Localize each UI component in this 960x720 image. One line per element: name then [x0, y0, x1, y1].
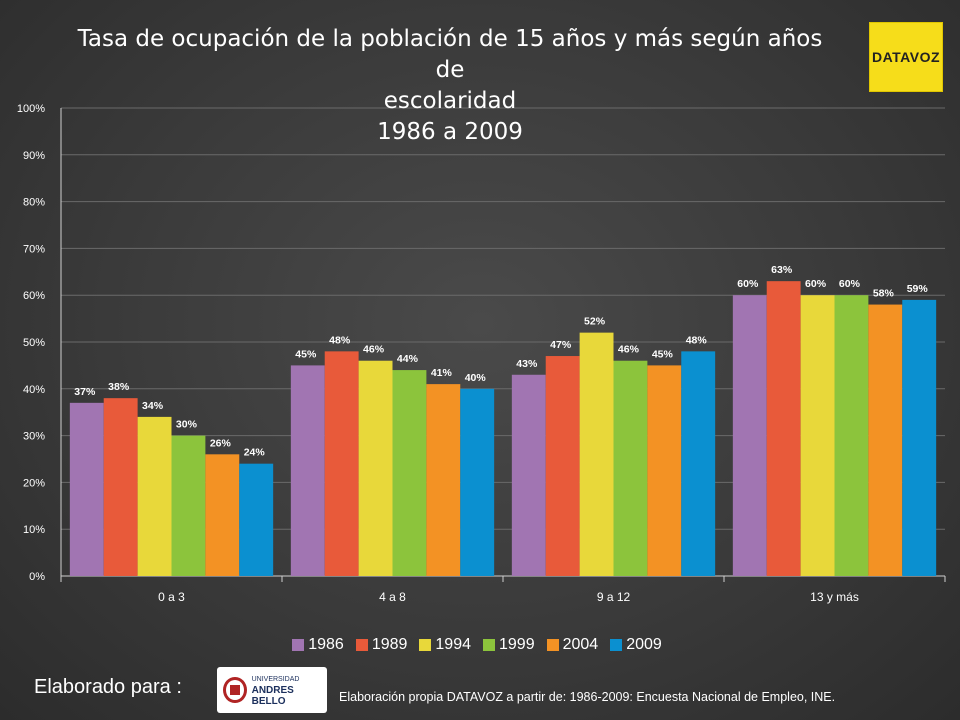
bar: [647, 365, 682, 576]
data-label: 60%: [737, 278, 759, 290]
data-label: 45%: [295, 348, 317, 360]
bar: [358, 360, 393, 576]
data-label: 38%: [108, 381, 130, 393]
bar: [545, 356, 580, 576]
data-label: 26%: [210, 437, 232, 449]
data-label: 41%: [431, 367, 453, 379]
bar: [868, 304, 903, 576]
legend-swatch: [419, 639, 432, 651]
y-tick-label: 100%: [17, 103, 45, 115]
y-tick-label: 90%: [23, 150, 45, 162]
source-note: Elaboración propia DATAVOZ a partir de: …: [339, 690, 836, 704]
bars: [69, 281, 937, 576]
legend-item: 1999: [483, 636, 535, 654]
data-label: 40%: [465, 372, 487, 384]
bar: [171, 435, 206, 576]
x-tick-label: 13 y más: [810, 590, 859, 604]
bar: [426, 384, 461, 576]
chart-title: Tasa de ocupación de la población de 15 …: [70, 24, 830, 148]
y-tick-label: 20%: [23, 477, 45, 489]
bar: [732, 295, 767, 576]
data-label: 37%: [74, 386, 96, 398]
unab-logo-small-text: UNIVERSIDAD: [251, 675, 300, 683]
y-tick-label: 60%: [23, 290, 45, 302]
legend-swatch: [483, 639, 495, 651]
data-label: 45%: [652, 348, 674, 360]
bar: [613, 360, 648, 576]
legend: 1986 1989 1994 1999 2004 2009: [0, 632, 960, 658]
data-label: 60%: [805, 278, 827, 290]
legend-label: 1999: [499, 636, 535, 653]
logo-text: DATAVOZ: [871, 49, 941, 65]
legend-swatch: [355, 639, 368, 651]
x-tick-label: 4 a 8: [379, 590, 406, 604]
legend-swatch: [610, 639, 623, 651]
unab-logo: UNIVERSIDAD ANDRES BELLO: [217, 667, 327, 713]
legend-label: 2004: [562, 636, 599, 653]
bar: [834, 295, 869, 576]
data-label: 44%: [397, 353, 419, 365]
bar: [579, 332, 614, 576]
y-tick-label: 70%: [23, 243, 45, 255]
bar: [205, 454, 240, 576]
bar: [511, 374, 546, 576]
data-label: 34%: [142, 400, 164, 412]
data-label: 60%: [839, 278, 861, 290]
bar: [69, 402, 104, 576]
bar: [902, 299, 937, 576]
legend-item: 2004: [546, 636, 599, 654]
legend-item: 1994: [419, 636, 471, 654]
bar: [766, 281, 801, 576]
unab-logo-big-text: ANDRES BELLO: [251, 684, 294, 707]
x-tick-label: 0 a 3: [158, 590, 185, 604]
y-tick-label: 40%: [23, 384, 45, 396]
data-label: 63%: [771, 264, 793, 276]
data-label: 52%: [584, 316, 606, 328]
title-line-2: escolaridad: [383, 88, 517, 114]
y-tick-label: 80%: [23, 197, 45, 209]
y-tick-label: 30%: [23, 431, 45, 443]
data-labels: 37% 38% 34% 30% 26% 24% 45% 48% 46% 44% 41% 40% 43% 4…: [74, 264, 928, 459]
data-label: 47%: [550, 339, 572, 351]
legend-item: 1986: [292, 636, 344, 654]
x-tick-label: 9 a 12: [597, 590, 631, 604]
data-label: 46%: [618, 344, 640, 356]
bar: [290, 365, 325, 576]
y-tick-label: 10%: [23, 524, 45, 536]
datavoz-logo: DATAVOZ: [869, 22, 943, 92]
legend-item: 1989: [355, 636, 408, 654]
y-tick-label: 0%: [29, 571, 45, 583]
legend-swatch: [546, 639, 559, 651]
bar: [137, 416, 172, 576]
data-label: 58%: [873, 288, 895, 300]
bar: [239, 463, 274, 576]
credit-label: Elaborado para :: [34, 676, 182, 698]
unab-seal-icon: [223, 677, 247, 703]
legend-label: 1989: [371, 636, 408, 653]
title-line-3: 1986 a 2009: [377, 119, 523, 145]
bar: [392, 370, 427, 576]
bar: [324, 351, 359, 576]
legend-label: 1994: [435, 636, 471, 653]
data-label: 30%: [176, 419, 198, 431]
data-label: 59%: [907, 283, 929, 295]
legend-item: 2009: [610, 636, 662, 654]
legend-swatch: [292, 639, 305, 651]
bar: [681, 351, 716, 576]
bar: [460, 388, 495, 576]
title-line-1: Tasa de ocupación de la población de 15 …: [77, 26, 823, 83]
y-tick-label: 50%: [23, 337, 45, 349]
data-label: 24%: [244, 447, 266, 459]
data-label: 48%: [686, 334, 708, 346]
legend-label: 1986: [308, 636, 344, 653]
data-label: 48%: [329, 334, 351, 346]
bar: [103, 398, 138, 576]
data-label: 43%: [516, 358, 538, 370]
data-label: 46%: [363, 344, 385, 356]
bar: [800, 295, 835, 576]
legend-label: 2009: [626, 636, 662, 653]
